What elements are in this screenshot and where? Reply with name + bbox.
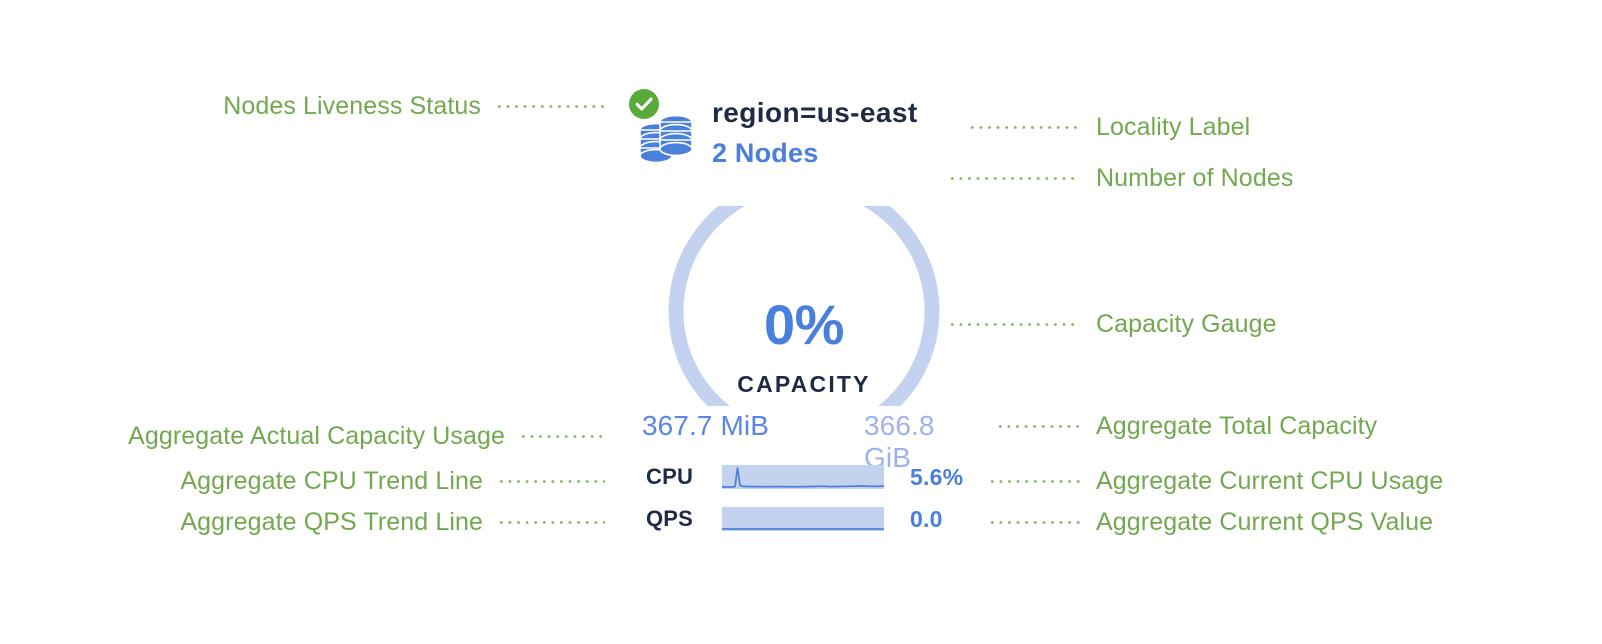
cpu-sparkline <box>722 465 884 489</box>
metric-value-cpu: 5.6% <box>910 463 964 490</box>
metric-value-qps: 0.0 <box>910 505 943 532</box>
annotation-number-of-nodes: Number of Nodes <box>948 164 1293 193</box>
leader-line <box>497 521 605 524</box>
locality-label[interactable]: region=us-east <box>712 97 918 128</box>
annotation-aggregate-current-qps-value: Aggregate Current QPS Value <box>988 508 1433 537</box>
annotation-aggregate-total-capacity: Aggregate Total Capacity <box>996 412 1377 441</box>
leader-line <box>968 126 1080 129</box>
qps-sparkline <box>722 507 884 531</box>
annotation-aggregate-qps-trend-line: Aggregate QPS Trend Line <box>40 508 605 537</box>
annotation-label: Capacity Gauge <box>1096 310 1277 338</box>
widget-header: region=us-east 2 Nodes <box>624 88 918 171</box>
annotation-label: Locality Label <box>1096 113 1251 141</box>
capacity-gauge-arc <box>668 206 940 406</box>
annotation-aggregate-actual-capacity-usage: Aggregate Actual Capacity Usage <box>40 422 605 451</box>
leader-line <box>497 480 605 483</box>
annotation-label: Nodes Liveness Status <box>223 92 481 120</box>
capacity-values-row: 367.7 MiB 366.8 GiB <box>642 410 982 473</box>
leader-line <box>996 425 1080 428</box>
leader-line <box>948 177 1080 180</box>
annotation-label: Aggregate Total Capacity <box>1096 412 1378 440</box>
metric-row-cpu[interactable]: CPU 5.6% <box>646 460 986 494</box>
node-count-label[interactable]: 2 Nodes <box>712 138 819 168</box>
annotation-label: Aggregate Actual Capacity Usage <box>128 422 505 450</box>
leader-line <box>948 323 1080 326</box>
database-stack-icon <box>639 114 693 164</box>
locality-node-summary-widget[interactable]: region=us-east 2 Nodes 0% CAPACITY 367.7… <box>624 88 984 536</box>
header-text-group: region=us-east 2 Nodes <box>698 88 918 171</box>
capacity-used-value: 367.7 MiB <box>642 410 769 441</box>
annotation-label: Number of Nodes <box>1096 164 1294 192</box>
leader-line <box>988 480 1080 483</box>
metric-row-qps[interactable]: QPS 0.0 <box>646 502 986 536</box>
node-icon-group[interactable] <box>624 88 698 170</box>
annotation-label: Aggregate QPS Trend Line <box>180 508 483 536</box>
metric-label-qps: QPS <box>646 506 694 531</box>
annotation-locality-label: Locality Label <box>968 113 1250 142</box>
gauge-track <box>668 206 940 406</box>
check-circle-icon <box>629 89 659 119</box>
annotation-label: Aggregate Current CPU Usage <box>1096 467 1444 495</box>
annotation-capacity-gauge: Capacity Gauge <box>948 310 1277 339</box>
leader-line <box>495 105 605 108</box>
leader-line <box>519 435 605 438</box>
annotation-label: Aggregate CPU Trend Line <box>180 467 483 495</box>
annotation-aggregate-current-cpu-usage: Aggregate Current CPU Usage <box>988 467 1443 496</box>
leader-line <box>988 521 1080 524</box>
annotation-aggregate-cpu-trend-line: Aggregate CPU Trend Line <box>40 467 605 496</box>
metric-label-cpu: CPU <box>646 464 694 489</box>
annotation-nodes-liveness-status: Nodes Liveness Status <box>60 92 605 121</box>
metrics-list: CPU 5.6% QPS 0.0 <box>646 460 986 544</box>
capacity-gauge[interactable]: 0% CAPACITY <box>666 206 942 406</box>
annotation-label: Aggregate Current QPS Value <box>1096 508 1434 536</box>
